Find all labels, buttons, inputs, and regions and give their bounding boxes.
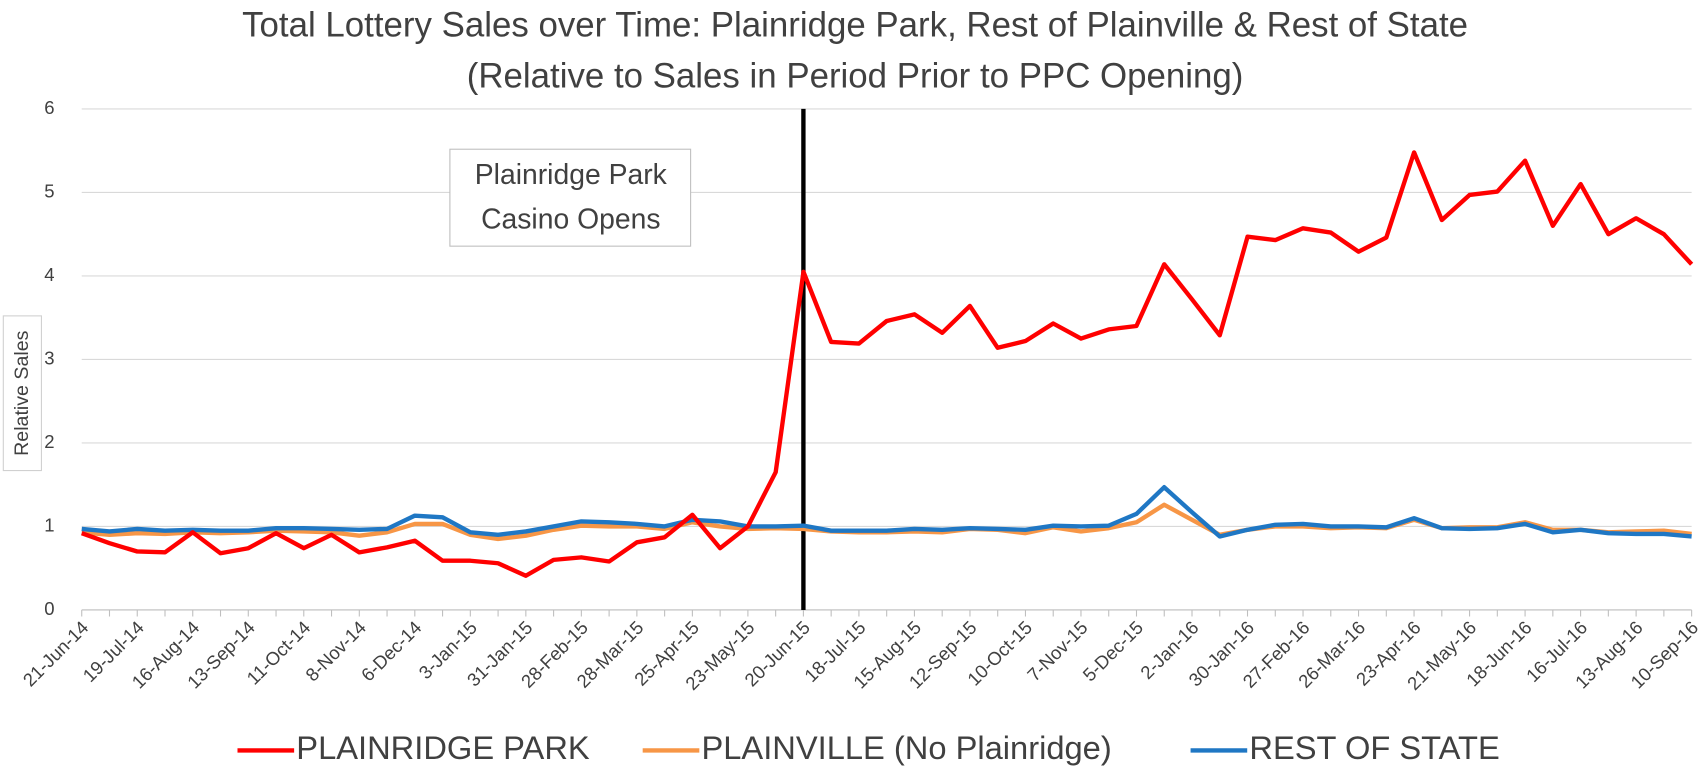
y-tick-label: 0 bbox=[44, 598, 54, 619]
y-tick-label: 2 bbox=[44, 431, 54, 452]
x-tick-label: 7-Nov-15 bbox=[1023, 617, 1092, 686]
x-tick-label: 6-Dec-14 bbox=[357, 617, 426, 686]
y-tick-label: 1 bbox=[44, 514, 54, 535]
series-line bbox=[81, 485, 1692, 539]
y-axis-label: Relative Sales bbox=[11, 330, 33, 455]
x-tick-label: 8-Nov-14 bbox=[301, 617, 370, 686]
y-tick-label: 3 bbox=[44, 347, 54, 368]
x-tick-label: 21-Jun-14 bbox=[19, 617, 93, 691]
legend-label: PLAINRIDGE PARK bbox=[296, 729, 590, 766]
series-line bbox=[80, 150, 1694, 578]
chart-title: Total Lottery Sales over Time: Plainridg… bbox=[242, 5, 1468, 44]
annotation-box bbox=[449, 148, 692, 247]
chart-subtitle: (Relative to Sales in Period Prior to PP… bbox=[467, 57, 1244, 96]
x-tick-label: 5-Dec-15 bbox=[1078, 617, 1147, 686]
y-tick-label: 5 bbox=[44, 180, 54, 201]
legend-label: PLAINVILLE (No Plainridge) bbox=[702, 729, 1112, 766]
annotation-text: Plainridge Park bbox=[475, 159, 668, 191]
y-label-box bbox=[2, 315, 42, 472]
series-line bbox=[81, 502, 1692, 542]
annotation-text: Casino Opens bbox=[481, 204, 660, 236]
legend-label: REST OF STATE bbox=[1249, 729, 1499, 766]
y-tick-label: 6 bbox=[44, 97, 54, 118]
y-tick-label: 4 bbox=[44, 264, 54, 285]
